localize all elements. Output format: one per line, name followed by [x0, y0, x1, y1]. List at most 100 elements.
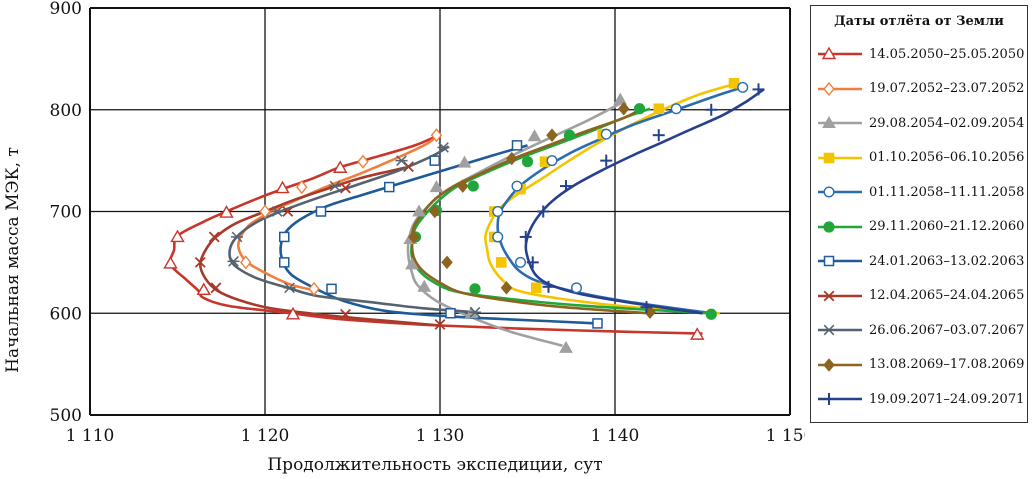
legend-item-8: 12.04.2065–24.04.2065 [817, 286, 1025, 306]
data-point-series-9 [283, 282, 296, 294]
data-point-series-11 [560, 180, 572, 193]
data-point-series-9 [329, 180, 341, 192]
data-point-series-7 [445, 308, 456, 319]
data-point-series-1 [163, 255, 178, 269]
data-point-series-3 [429, 180, 444, 193]
series-line-7 [279, 144, 598, 325]
data-point-series-11 [705, 103, 718, 116]
legend-item-4: 01.10.2056–06.10.2056 [817, 148, 1025, 168]
data-point-series-11 [752, 83, 765, 96]
x-tick-label: 1 140 [591, 426, 640, 446]
legend-label: 19.07.2052–23.07.2052 [869, 81, 1025, 96]
data-point-series-6 [521, 156, 534, 168]
series-line-4 [484, 82, 738, 315]
data-point-series-5 [546, 155, 558, 167]
legend-label: 12.04.2065–24.04.2065 [869, 288, 1025, 303]
data-point-series-10 [546, 128, 558, 142]
data-point-series-8 [194, 256, 206, 268]
y-tick-label: 800 [50, 101, 82, 121]
legend-marker [823, 290, 835, 301]
data-point-series-1 [275, 180, 290, 194]
data-point-series-7 [511, 140, 523, 151]
x-tick-label: 1 120 [241, 426, 290, 446]
data-point-series-6 [563, 129, 576, 141]
legend-marker [823, 255, 835, 267]
data-point-series-9 [227, 256, 240, 267]
legend-item-6: 29.11.2060–21.12.2060 [817, 217, 1025, 237]
data-point-series-10 [441, 255, 453, 270]
x-tick-label: 1 130 [416, 426, 465, 446]
data-point-series-11 [640, 301, 653, 314]
data-point-series-11 [537, 205, 550, 218]
data-point-series-7 [315, 206, 327, 217]
data-point-series-8 [434, 319, 446, 330]
legend-label: 01.11.2058–11.11.2058 [869, 184, 1025, 200]
series-line-8 [198, 166, 441, 327]
legend-item-7: 24.01.2063–13.02.2063 [817, 251, 1025, 271]
legend-item-11: 19.09.2071–24.09.2071 [817, 389, 1025, 409]
y-tick-label: 500 [50, 406, 82, 426]
data-point-series-8 [340, 182, 351, 194]
legend-marker [823, 220, 835, 233]
data-point-series-2 [240, 255, 252, 270]
legend-item-10: 13.08.2069–17.08.2069 [817, 355, 1025, 375]
data-point-series-9 [395, 155, 408, 166]
data-point-series-10 [407, 230, 420, 244]
data-point-series-9 [437, 142, 450, 153]
series-line-2 [236, 132, 441, 293]
legend-label: 19.09.2071–24.09.2071 [869, 391, 1025, 407]
legend-marker [822, 115, 836, 128]
data-point-series-10 [617, 101, 630, 116]
data-point-series-1 [219, 205, 234, 218]
data-point-series-6 [469, 283, 481, 295]
data-point-series-7 [429, 155, 440, 166]
data-point-series-11 [600, 154, 613, 167]
data-point-series-5 [600, 128, 612, 140]
series-line-11 [524, 88, 765, 315]
data-point-series-7 [326, 283, 337, 295]
data-point-series-5 [492, 231, 504, 243]
legend: Даты отлёта от Земли 14.05.2050–25.05.20… [810, 5, 1028, 423]
data-point-series-1 [196, 282, 211, 296]
legend-swatch [818, 186, 862, 198]
legend-item-2: 19.07.2052–23.07.2052 [817, 79, 1025, 99]
data-point-series-5 [670, 103, 682, 115]
y-tick-label: 900 [50, 0, 82, 19]
legend-marker [823, 357, 835, 372]
legend-swatch [818, 393, 862, 405]
legend-swatch [818, 255, 862, 267]
data-point-series-5 [515, 256, 527, 268]
data-point-series-2 [259, 204, 271, 219]
data-point-series-8 [282, 206, 294, 217]
data-point-series-10 [505, 151, 518, 166]
legend-title: Даты отлёта от Земли [834, 14, 1004, 29]
legend-item-5: 01.11.2058–11.11.2058 [817, 182, 1025, 202]
data-point-series-3 [457, 155, 472, 168]
data-point-series-9 [231, 231, 243, 243]
legend-label: 01.10.2056–06.10.2056 [869, 150, 1025, 165]
data-point-series-4 [495, 257, 507, 268]
data-point-series-7 [279, 257, 290, 268]
legend-marker [823, 81, 835, 96]
legend-label: 13.08.2069–17.08.2069 [869, 357, 1025, 372]
legend-label: 29.11.2060–21.12.2060 [869, 219, 1025, 234]
data-point-series-3 [417, 279, 432, 292]
data-point-series-6 [633, 103, 646, 115]
data-point-series-3 [405, 257, 419, 270]
legend-marker [821, 46, 837, 60]
legend-swatch [818, 81, 862, 96]
legend-label: 24.01.2063–13.02.2063 [869, 253, 1025, 269]
data-point-series-7 [592, 318, 603, 329]
legend-item-3: 29.08.2054–02.09.2054 [817, 113, 1025, 133]
data-point-series-5 [492, 205, 504, 217]
legend-item-1: 14.05.2050–25.05.2050 [817, 44, 1025, 64]
legend-marker [823, 152, 835, 163]
legend-label: 26.06.2067–03.07.2067 [869, 322, 1025, 338]
series-line-9 [228, 145, 476, 314]
data-point-series-1 [285, 306, 301, 320]
data-point-series-8 [210, 282, 222, 294]
legend-swatch [818, 324, 862, 336]
data-point-series-5 [737, 81, 749, 93]
data-point-series-7 [279, 231, 290, 243]
data-point-series-11 [542, 280, 555, 293]
